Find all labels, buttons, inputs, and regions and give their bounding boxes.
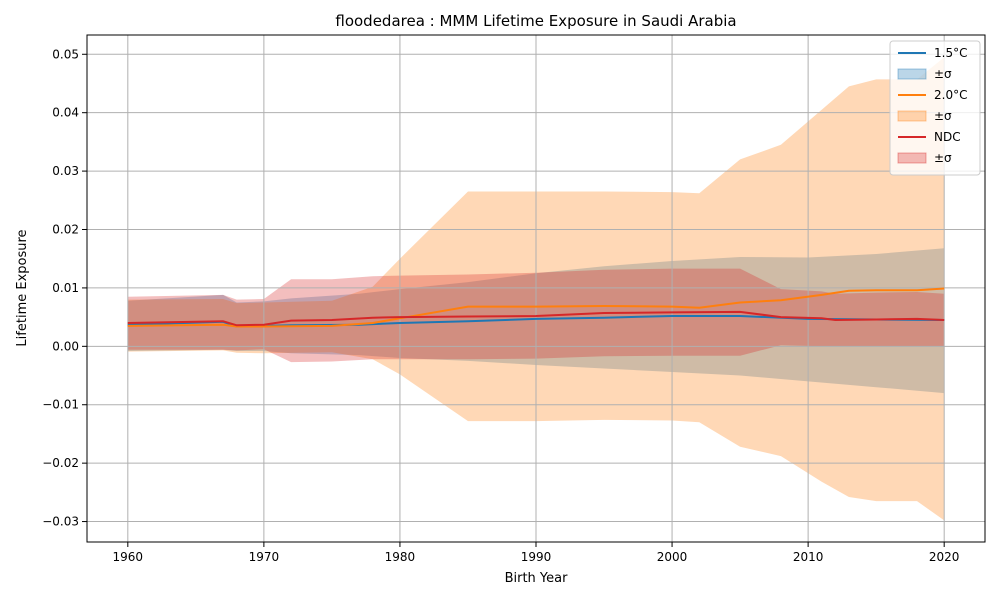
y-tick-label-7: 0.04 [52,106,79,120]
y-tick-label-8: 0.05 [52,47,79,61]
line-series-1 [127,287,945,328]
y-tick-label-0: −0.03 [42,515,79,529]
legend-band-swatch-0 [897,68,927,80]
legend-label-series-0: 1.5°C [934,46,967,60]
x-tick-label-1: 1970 [249,550,280,564]
chart-title: floodedarea : MMM Lifetime Exposure in S… [335,12,736,30]
legend-label-band-0: ±σ [934,67,952,81]
x-axis-label: Birth Year [505,571,569,586]
y-axis-label: Lifetime Exposure [15,229,30,346]
y-tick-label-2: −0.01 [42,398,79,412]
x-tick-label-2: 1980 [385,550,416,564]
x-tick-label-4: 2000 [657,550,688,564]
x-tick-label-6: 2020 [929,550,960,564]
y-tick-label-6: 0.03 [52,164,79,178]
y-tick-label-4: 0.01 [52,281,79,295]
x-axis-ticks: 1960 1970 1980 1990 2000 2010 2020 [113,542,960,564]
legend-label-series-1: 2.0°C [934,88,967,102]
x-tick-label-3: 1990 [521,550,552,564]
x-tick-label-0: 1960 [113,550,144,564]
y-tick-label-5: 0.02 [52,223,79,237]
y-axis-ticks: −0.03 −0.02 −0.01 0.00 0.01 0.02 0.03 0.04 0.05 [42,47,87,529]
legend: 1.5°C ±σ 2.0°C ±σ NDC ±σ [889,40,981,176]
y-tick-label-1: −0.02 [42,456,79,470]
legend-band-swatch-1 [897,110,927,122]
legend-label-series-2: NDC [934,130,961,144]
x-tick-label-5: 2010 [793,550,824,564]
y-tick-label-3: 0.00 [52,339,79,353]
line-series-2 [127,310,945,327]
legend-band-swatch-2 [897,152,927,164]
series-lines [127,287,945,328]
legend-label-band-2: ±σ [934,151,952,165]
legend-box [889,40,981,176]
legend-label-band-1: ±σ [934,109,952,123]
